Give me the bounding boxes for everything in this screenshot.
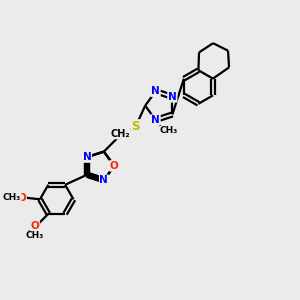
Text: N: N [168, 92, 177, 102]
Text: O: O [110, 161, 118, 171]
Text: CH₂: CH₂ [110, 129, 130, 139]
Text: O: O [30, 221, 39, 231]
Text: CH₃: CH₃ [4, 194, 22, 202]
Text: S: S [131, 120, 140, 133]
Text: CH₂: CH₂ [110, 129, 130, 139]
Text: N: N [151, 115, 160, 125]
Text: S: S [131, 120, 140, 133]
Text: N: N [100, 175, 108, 185]
Text: N: N [151, 115, 160, 125]
Text: O: O [30, 221, 39, 231]
Text: O: O [17, 193, 26, 203]
Text: O: O [17, 193, 26, 203]
Text: CH₃: CH₃ [3, 194, 21, 202]
Text: CH₃: CH₃ [26, 231, 44, 240]
Text: CH₃: CH₃ [26, 230, 44, 239]
Text: CH₃: CH₃ [160, 126, 178, 135]
Text: N: N [168, 92, 177, 102]
Text: N: N [151, 86, 160, 96]
Text: N: N [83, 152, 92, 162]
Text: O: O [110, 161, 118, 171]
Text: N: N [151, 86, 160, 96]
Text: N: N [100, 175, 108, 185]
Text: CH₃: CH₃ [160, 126, 178, 135]
Text: N: N [83, 152, 92, 162]
